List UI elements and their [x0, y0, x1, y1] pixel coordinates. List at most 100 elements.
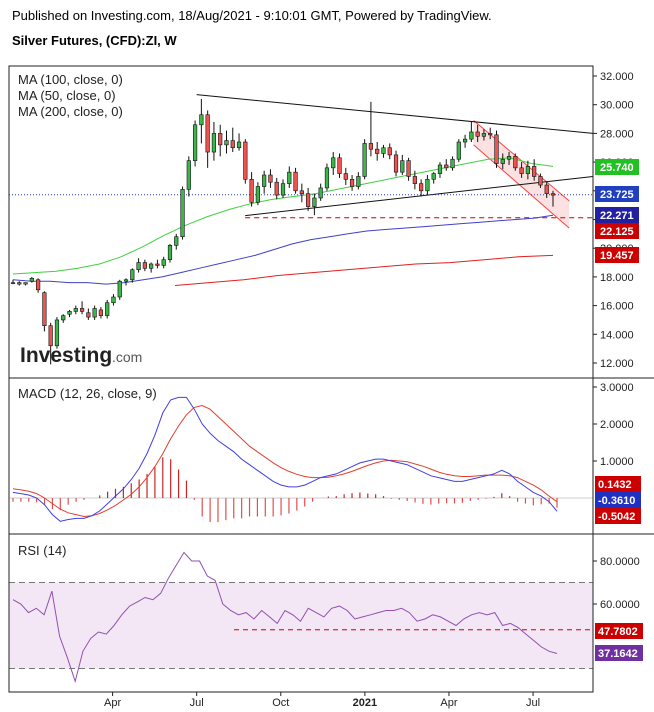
candle-body — [450, 158, 455, 169]
candle-body — [61, 315, 66, 321]
candle-body — [500, 158, 505, 164]
candle-body — [117, 280, 122, 298]
time-axis: Apr Jul Oct 2021 Apr Jul — [104, 692, 540, 709]
macd-tick-label: 1.0000 — [600, 456, 634, 468]
candle-body — [42, 292, 47, 326]
candle-body — [488, 133, 493, 136]
candle-body — [400, 160, 405, 173]
time-tick-label: Apr — [104, 697, 121, 709]
published-line: Published on Investing.com, 18/Aug/2021 … — [12, 8, 492, 23]
candle-body — [10, 282, 16, 284]
time-tick-label: Apr — [440, 697, 457, 709]
price-tick-label: 14.000 — [600, 329, 634, 341]
candle-body — [142, 262, 147, 269]
candle-body — [532, 166, 537, 177]
candle-body — [519, 167, 524, 174]
rsi-value-tag — [595, 623, 643, 639]
candle-body — [412, 176, 417, 184]
price-tick-label: 18.000 — [600, 272, 634, 284]
candle-body — [324, 167, 330, 189]
macd-value-tag — [595, 508, 641, 524]
candle-body — [362, 143, 367, 177]
macd-line — [12, 396, 558, 522]
candle-body — [136, 262, 141, 271]
price-value-tag-label: 22.125 — [600, 226, 634, 238]
candle-body — [249, 179, 254, 203]
macd-value-tag — [595, 476, 641, 492]
price-tick-label: 12.000 — [600, 358, 634, 370]
triangle-top-line — [196, 94, 594, 134]
ma-legend-item: MA (100, close, 0) — [18, 72, 123, 87]
ma200-line — [174, 254, 554, 286]
candle-body — [280, 183, 286, 196]
symbol-title: Silver Futures, (CFD):ZI, W — [12, 33, 177, 48]
candle-body — [98, 309, 104, 316]
candle-body — [274, 181, 279, 196]
candle-body — [111, 296, 116, 304]
investing-logo: Investing .com — [20, 344, 142, 367]
candle-body — [393, 154, 399, 173]
candle-body — [387, 147, 392, 156]
candle-body — [550, 193, 556, 196]
price-value-tag — [595, 207, 639, 223]
price-value-tag-label: 25.740 — [600, 162, 634, 174]
candle-body — [36, 279, 41, 291]
price-value-tag-label: 19.457 — [600, 250, 634, 262]
candle-body — [73, 308, 78, 312]
candle-body — [92, 308, 97, 318]
candle-body — [192, 124, 198, 161]
price-tick-label: 30.000 — [600, 100, 634, 112]
candle-body — [262, 174, 267, 187]
macd-value-tag-label: -0.5042 — [598, 511, 635, 523]
candle-body — [299, 190, 304, 194]
macd-tick-label: 2.0000 — [600, 419, 634, 431]
candle-body — [218, 133, 223, 146]
candle-body — [419, 183, 424, 192]
rsi-band — [9, 582, 593, 669]
logo-suffix: .com — [112, 349, 142, 365]
macd-signal-line — [12, 404, 558, 518]
candle-body — [293, 171, 298, 192]
price-panel: MA (100, close, 0)MA (50, close, 0)MA (2… — [9, 72, 594, 365]
candle-body — [54, 319, 60, 347]
rsi-value-tag-label: 37.1642 — [598, 648, 638, 660]
candle-body — [205, 114, 210, 153]
candle-body — [406, 160, 411, 177]
candle-body — [236, 141, 242, 149]
price-tick-label: 16.000 — [600, 301, 634, 313]
price-tick-label: 28.000 — [600, 128, 634, 140]
candle-body — [167, 245, 173, 260]
candle-body — [349, 179, 355, 187]
time-tick-label: 2021 — [353, 697, 377, 709]
candle-body — [224, 140, 229, 146]
candle-body — [211, 133, 217, 153]
rsi-tick-label: 60.0000 — [600, 599, 640, 611]
candle-body — [525, 166, 530, 174]
rsi-value-tag-label: 47.7802 — [598, 626, 638, 638]
time-tick-label: Oct — [272, 697, 289, 709]
candle-body — [243, 141, 248, 180]
candle-body — [17, 282, 22, 285]
candle-body — [444, 164, 449, 169]
candle-body — [255, 186, 260, 203]
price-value-tag — [595, 186, 639, 202]
macd-title: MACD (12, 26, close, 9) — [18, 386, 157, 401]
ma100-line — [12, 214, 554, 285]
candle-body — [375, 148, 380, 154]
ma-legend-item: MA (50, close, 0) — [18, 88, 116, 103]
candle-body — [494, 134, 499, 164]
candle-body — [79, 308, 85, 312]
candle-body — [186, 160, 191, 190]
channel-lower-line — [473, 144, 570, 229]
rsi-line — [12, 551, 558, 684]
candle-body — [331, 157, 336, 169]
candle-body — [23, 282, 28, 285]
price-value-tag — [595, 159, 639, 175]
candle-body — [161, 259, 166, 266]
candle-body — [481, 133, 487, 137]
candle-body — [67, 311, 72, 315]
price-value-tag — [595, 247, 639, 263]
chart-frame — [8, 65, 594, 693]
rsi-value-tag — [595, 645, 643, 661]
